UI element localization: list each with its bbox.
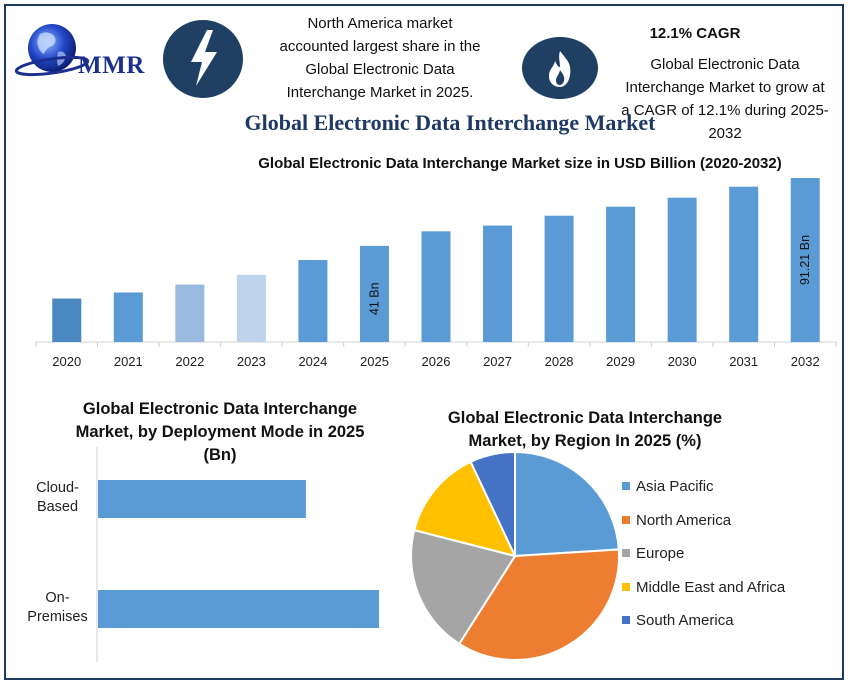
legend-label: Middle East and Africa — [636, 578, 786, 596]
deployment-label-line: Cloud- — [36, 480, 79, 496]
deployment-label-line: Based — [36, 499, 79, 515]
deployment-title-line: (Bn) — [203, 446, 237, 464]
deployment-chart-title: Global Electronic Data Interchange Marke… — [55, 398, 385, 467]
market-size-bar-chart: 2020 2021 2022 2023 2024 2025 41 Bn 2026 2027 202… — [35, 178, 837, 369]
globe-logo-icon — [14, 24, 90, 77]
highlight-right: Global Electronic Data Interchange Marke… — [600, 53, 850, 145]
bar-2028 — [544, 215, 574, 342]
bar-2027 — [483, 225, 513, 342]
bar-2020 — [52, 298, 82, 342]
highlight-left-line: Interchange Market in 2025. — [286, 84, 474, 101]
deployment-label-line: Premises — [27, 609, 88, 625]
data-label-2032: 91.21 Bn — [798, 235, 812, 285]
region-title-line: Market, by Region In 2025 (%) — [468, 432, 702, 450]
region-pie-chart — [410, 450, 620, 661]
bar-2023 — [236, 274, 266, 342]
x-tick-label: 2021 — [114, 354, 143, 369]
highlight-left: North America market accounted largest s… — [255, 12, 505, 104]
legend-swatch — [622, 616, 630, 625]
flame-icon — [522, 37, 598, 99]
x-tick-label: 2027 — [483, 354, 512, 369]
deployment-label-line: On- — [45, 590, 70, 606]
legend-label: Europe — [636, 545, 685, 562]
bar-2022 — [175, 284, 205, 342]
legend-item: Middle East and Africa — [622, 579, 785, 596]
logo-text: MMR — [78, 52, 145, 79]
deployment-title-line: Market, by Deployment Mode in 2025 — [75, 423, 365, 441]
legend-label: North America — [636, 511, 732, 529]
highlight-left-line: North America market — [307, 15, 453, 32]
deployment-bar — [98, 590, 380, 628]
deployment-label-onprem: On- Premises — [20, 589, 95, 627]
x-tick-label: 2031 — [729, 354, 758, 369]
deployment-bar-chart — [96, 447, 380, 662]
pie-slice-north-america — [457, 548, 620, 661]
legend-label: South America — [636, 612, 734, 629]
pie-slice-south-america — [469, 450, 516, 557]
x-tick-label: 2023 — [237, 354, 266, 369]
pie-slice-middle-east-and-africa — [413, 460, 517, 558]
region-chart-title: Global Electronic Data Interchange Marke… — [420, 407, 750, 453]
legend-swatch — [622, 582, 630, 591]
highlight-left-line: accounted largest share in the — [279, 38, 481, 55]
bar-2031 — [729, 186, 759, 342]
legend-item: North America — [622, 512, 731, 529]
x-tick-label: 2024 — [298, 354, 327, 369]
highlight-right-line: Interchange Market to grow at — [625, 79, 825, 96]
bar-2021 — [113, 292, 143, 342]
x-tick-label: 2026 — [422, 354, 451, 369]
legend-swatch — [622, 482, 630, 491]
x-tick-label: 2030 — [668, 354, 697, 369]
highlight-right-line: 2032 — [708, 125, 742, 142]
bar-2030 — [667, 197, 697, 342]
bar-2025 — [359, 245, 389, 342]
highlight-right-line: a CAGR of 12.1% during 2025- — [621, 102, 829, 119]
outer-frame — [4, 4, 844, 680]
legend-item: South America — [622, 612, 734, 629]
legend-swatch — [622, 549, 630, 558]
x-tick-label: 2025 — [360, 354, 389, 369]
data-label-2025: 41 Bn — [367, 282, 381, 315]
deployment-label-cloud: Cloud- Based — [20, 479, 95, 517]
x-tick-label: 2028 — [545, 354, 574, 369]
deployment-title-line: Global Electronic Data Interchange — [82, 400, 358, 418]
x-tick-label: 2029 — [606, 354, 635, 369]
legend-swatch — [622, 515, 630, 524]
legend-item: Asia Pacific — [622, 478, 714, 495]
lightning-icon — [163, 20, 243, 98]
deployment-bar — [98, 480, 306, 518]
highlight-left-line: Global Electronic Data — [305, 61, 455, 78]
bar-2032 — [790, 178, 820, 342]
page-title: Global Electronic Data Interchange Marke… — [244, 110, 656, 135]
bar-2029 — [606, 206, 636, 342]
bar-chart-title: Global Electronic Data Interchange Marke… — [258, 155, 782, 172]
bar-2024 — [298, 260, 328, 342]
region-title-line: Global Electronic Data Interchange — [447, 409, 723, 427]
legend-label: Asia Pacific — [636, 478, 714, 495]
cagr-title: 12.1% CAGR — [649, 25, 741, 42]
x-tick-label: 2020 — [52, 354, 81, 369]
pie-slice-asia-pacific — [514, 450, 620, 558]
x-tick-label: 2032 — [791, 354, 820, 369]
highlight-right-line: Global Electronic Data — [650, 56, 800, 73]
x-tick-label: 2022 — [175, 354, 204, 369]
legend-item: Europe — [622, 545, 684, 562]
pie-slice-europe — [410, 528, 517, 646]
bar-2026 — [421, 231, 451, 342]
